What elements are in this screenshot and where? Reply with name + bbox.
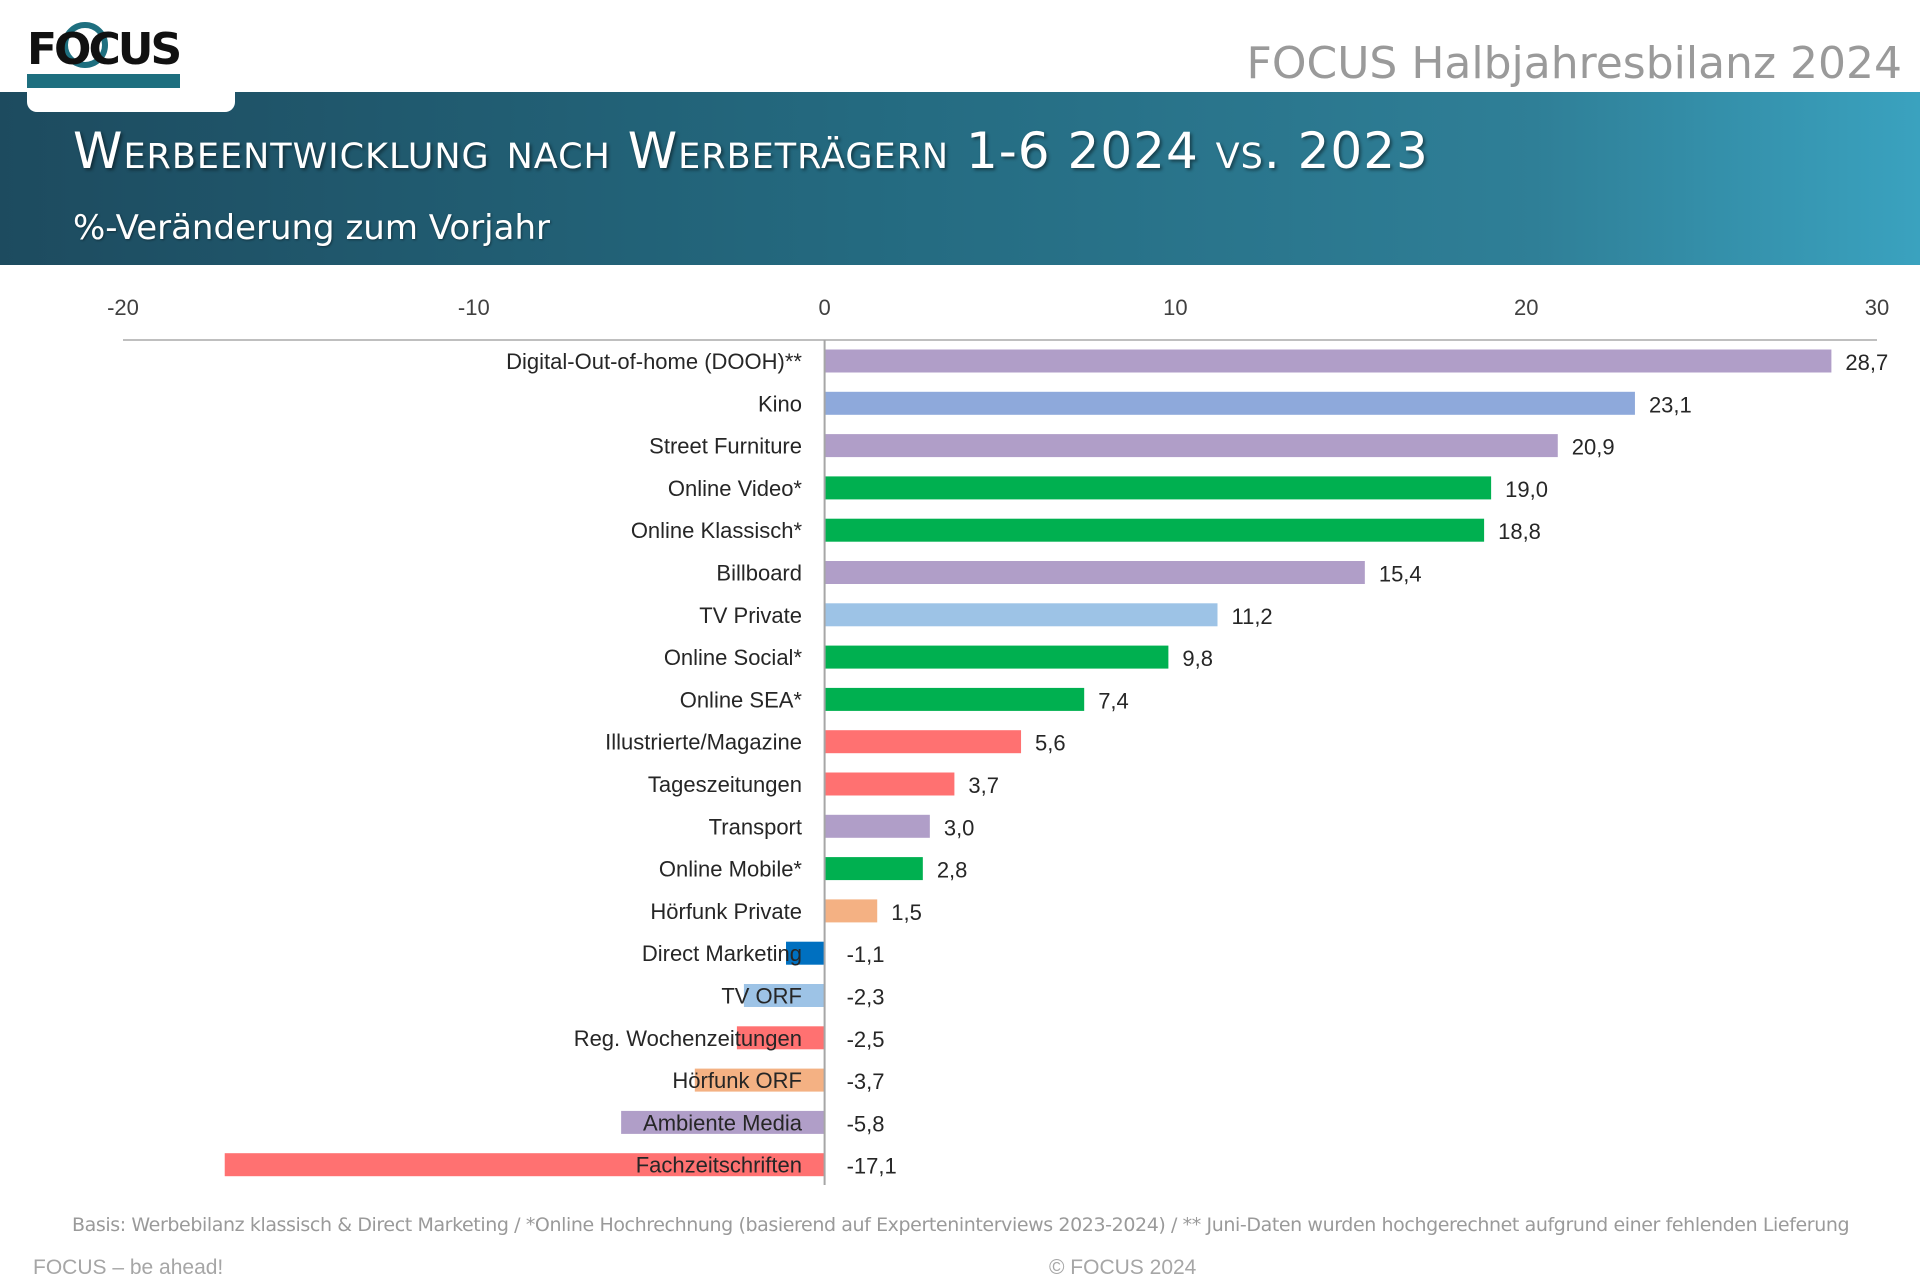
category-label: Street Furniture bbox=[649, 434, 802, 459]
category-label: Direct Marketing bbox=[642, 941, 802, 966]
data-label: -3,7 bbox=[847, 1069, 885, 1094]
x-tick-label: 30 bbox=[1865, 295, 1889, 320]
bar bbox=[824, 645, 1169, 669]
x-tick-label: 20 bbox=[1514, 295, 1538, 320]
footnote: Basis: Werbebilanz klassisch & Direct Ma… bbox=[72, 1214, 1850, 1236]
data-label: 5,6 bbox=[1035, 731, 1066, 756]
data-label: 23,1 bbox=[1649, 392, 1692, 417]
bar bbox=[824, 814, 930, 838]
category-label: Online Social* bbox=[664, 645, 803, 670]
bar bbox=[824, 518, 1485, 542]
data-label: -2,3 bbox=[847, 985, 885, 1010]
data-label: -17,1 bbox=[847, 1154, 897, 1179]
data-label: -5,8 bbox=[847, 1111, 885, 1136]
data-label: 20,9 bbox=[1572, 435, 1615, 460]
bar bbox=[621, 1110, 825, 1134]
category-label: Ambiente Media bbox=[643, 1110, 803, 1135]
category-label: Hörfunk Private bbox=[650, 899, 802, 924]
bar bbox=[786, 941, 825, 965]
bar bbox=[824, 899, 878, 923]
category-label: Reg. Wochenzeitungen bbox=[574, 1026, 802, 1051]
bar bbox=[824, 476, 1492, 500]
data-label: 2,8 bbox=[937, 858, 968, 883]
bar bbox=[743, 984, 825, 1007]
data-label: 19,0 bbox=[1505, 477, 1548, 502]
data-label: 3,7 bbox=[968, 773, 999, 798]
category-label: Billboard bbox=[716, 561, 802, 586]
report-name: FOCUS Halbjahresbilanz 2024 bbox=[1246, 38, 1902, 89]
bar bbox=[824, 687, 1085, 711]
bar bbox=[824, 391, 1635, 415]
category-label: Kino bbox=[758, 391, 802, 416]
category-label: Illustrierte/Magazine bbox=[605, 730, 802, 755]
bar bbox=[824, 772, 955, 796]
logo-underline bbox=[27, 74, 180, 88]
tagline: FOCUS – be ahead! bbox=[33, 1256, 224, 1279]
copyright: © FOCUS 2024 bbox=[1049, 1256, 1197, 1279]
data-label: 7,4 bbox=[1098, 688, 1129, 713]
bar bbox=[824, 857, 923, 881]
category-label: TV ORF bbox=[721, 984, 802, 1009]
x-tick-label: -20 bbox=[107, 295, 139, 320]
category-label: Hörfunk ORF bbox=[672, 1068, 802, 1093]
bar bbox=[694, 1068, 825, 1092]
bar bbox=[824, 349, 1832, 373]
x-tick-label: 10 bbox=[1163, 295, 1187, 320]
bar bbox=[824, 434, 1558, 458]
bar-chart: -20 -10 0 10 20 30 Digital-Out-of-home (DOOH)*… bbox=[107, 295, 1889, 1185]
category-label: Transport bbox=[709, 814, 802, 839]
category-label: Tageszeitungen bbox=[648, 772, 802, 797]
category-label: Digital-Out-of-home (DOOH)** bbox=[506, 349, 802, 374]
category-label: Online Video* bbox=[668, 476, 803, 501]
data-label: 3,0 bbox=[944, 815, 975, 840]
data-label: 28,7 bbox=[1845, 350, 1888, 375]
bar bbox=[824, 603, 1218, 627]
bar bbox=[824, 730, 1022, 754]
chart-title: Werbeentwicklung nach Werbeträgern 1-6 2… bbox=[73, 122, 1429, 180]
category-label: Online SEA* bbox=[680, 687, 803, 712]
category-label: Online Mobile* bbox=[659, 857, 803, 882]
bar bbox=[224, 1153, 825, 1177]
x-tick-label: -10 bbox=[458, 295, 490, 320]
bar bbox=[824, 561, 1365, 584]
logo-text: FOCUS bbox=[27, 24, 182, 75]
data-label: -1,1 bbox=[847, 942, 885, 967]
category-label: Fachzeitschriften bbox=[636, 1153, 802, 1178]
focus-logo: FOCUS bbox=[27, 22, 187, 98]
logo-tab bbox=[27, 0, 235, 112]
data-label: 11,2 bbox=[1231, 604, 1272, 629]
magnifier-icon bbox=[62, 22, 108, 68]
data-label: 15,4 bbox=[1379, 562, 1422, 587]
category-label: TV Private bbox=[699, 603, 802, 628]
chart-subtitle: %-Veränderung zum Vorjahr bbox=[73, 208, 550, 248]
title-banner: Werbeentwicklung nach Werbeträgern 1-6 2… bbox=[0, 92, 1920, 265]
data-label: 18,8 bbox=[1498, 519, 1541, 544]
data-label: 9,8 bbox=[1182, 646, 1213, 671]
data-label: 1,5 bbox=[891, 900, 922, 925]
x-tick-label: 0 bbox=[818, 295, 830, 320]
bar bbox=[736, 1026, 825, 1050]
data-label: -2,5 bbox=[847, 1027, 885, 1052]
category-label: Online Klassisch* bbox=[631, 518, 803, 543]
